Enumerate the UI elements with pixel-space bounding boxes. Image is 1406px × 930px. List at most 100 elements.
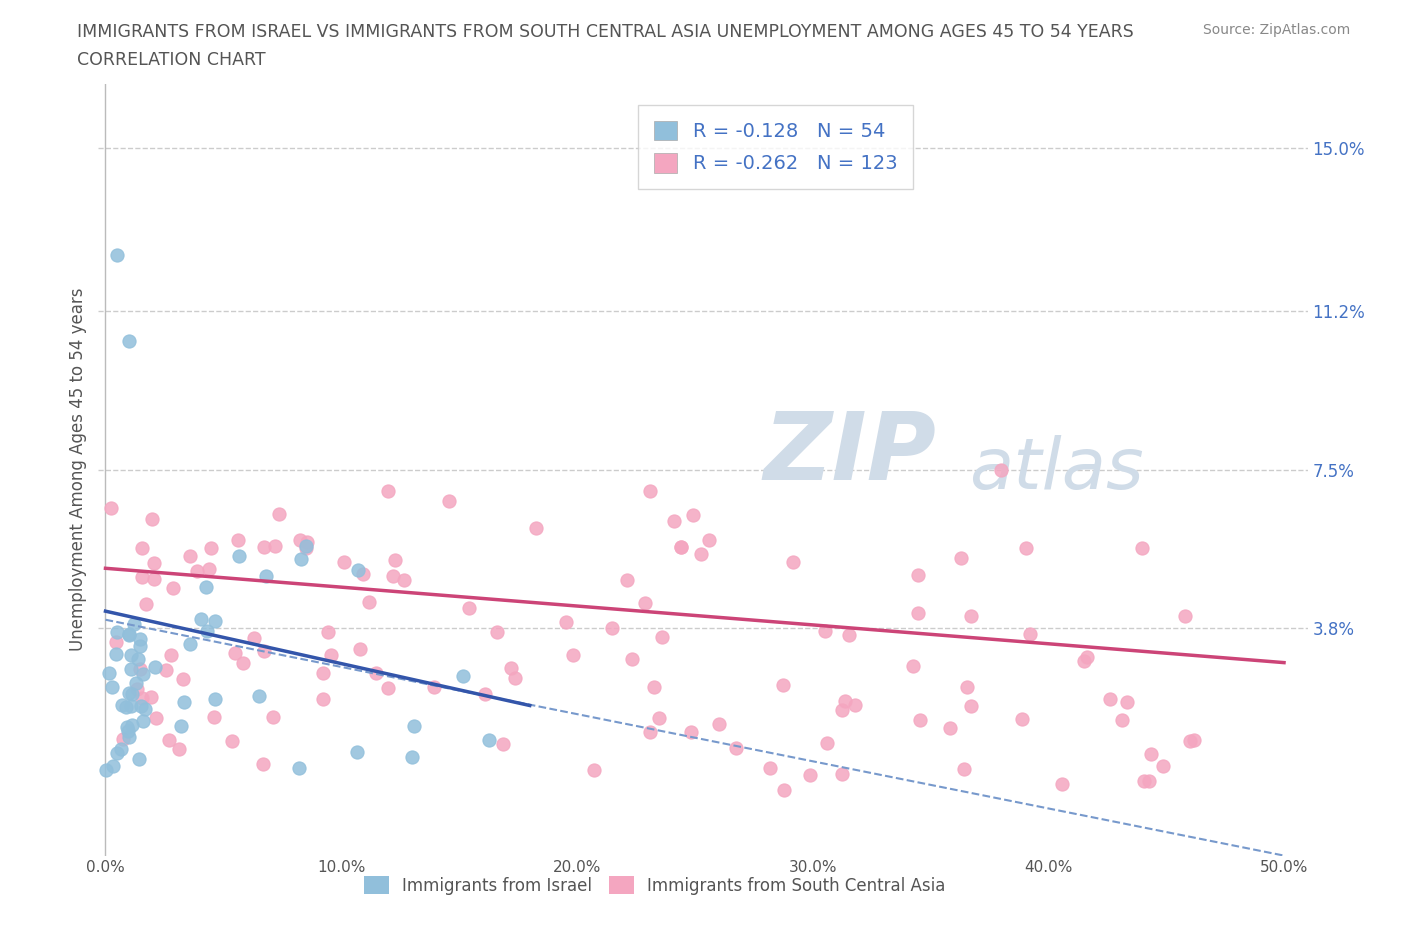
Point	[486, 625, 509, 640]
Point	[1099, 691, 1122, 706]
Point	[620, 652, 643, 667]
Point	[382, 568, 405, 583]
Point	[689, 547, 711, 562]
Point	[346, 745, 368, 760]
Point	[254, 569, 277, 584]
Point	[129, 661, 152, 676]
Point	[128, 751, 150, 766]
Point	[453, 669, 475, 684]
Point	[583, 762, 606, 777]
Point	[98, 666, 121, 681]
Point	[195, 580, 218, 595]
Point	[232, 656, 254, 671]
Point	[131, 540, 153, 555]
Point	[1015, 540, 1038, 555]
Y-axis label: Unemployment Among Ages 45 to 54 years: Unemployment Among Ages 45 to 54 years	[69, 288, 87, 651]
Point	[295, 538, 318, 553]
Point	[956, 680, 979, 695]
Point	[100, 500, 122, 515]
Point	[492, 737, 515, 751]
Point	[949, 551, 972, 565]
Point	[772, 678, 794, 693]
Point	[554, 615, 576, 630]
Point	[319, 647, 342, 662]
Point	[131, 690, 153, 705]
Point	[179, 637, 201, 652]
Point	[224, 645, 246, 660]
Point	[401, 750, 423, 764]
Point	[117, 628, 139, 643]
Point	[200, 540, 222, 555]
Point	[195, 623, 218, 638]
Text: atlas: atlas	[969, 435, 1143, 504]
Point	[634, 596, 657, 611]
Point	[198, 562, 221, 577]
Point	[1133, 773, 1156, 788]
Point	[263, 538, 285, 553]
Point	[120, 661, 142, 676]
Point	[907, 567, 929, 582]
Point	[377, 680, 399, 695]
Point	[960, 698, 983, 713]
Point	[294, 540, 316, 555]
Point	[118, 334, 141, 349]
Point	[141, 689, 163, 704]
Point	[457, 601, 479, 616]
Point	[831, 702, 853, 717]
Point	[160, 647, 183, 662]
Point	[132, 666, 155, 681]
Point	[204, 614, 226, 629]
Point	[249, 689, 271, 704]
Point	[132, 713, 155, 728]
Point	[312, 691, 335, 706]
Point	[316, 624, 339, 639]
Point	[602, 621, 624, 636]
Point	[1011, 711, 1033, 726]
Point	[290, 532, 312, 547]
Point	[190, 612, 212, 627]
Point	[135, 596, 157, 611]
Point	[128, 638, 150, 653]
Point	[101, 679, 124, 694]
Point	[269, 507, 291, 522]
Point	[142, 555, 165, 570]
Point	[129, 699, 152, 714]
Point	[105, 625, 128, 640]
Point	[253, 539, 276, 554]
Point	[831, 766, 853, 781]
Point	[662, 513, 685, 528]
Point	[1178, 733, 1201, 748]
Point	[524, 521, 547, 536]
Point	[105, 247, 128, 262]
Text: IMMIGRANTS FROM ISRAEL VS IMMIGRANTS FROM SOUTH CENTRAL ASIA UNEMPLOYMENT AMONG : IMMIGRANTS FROM ISRAEL VS IMMIGRANTS FRO…	[77, 23, 1135, 41]
Point	[155, 662, 177, 677]
Point	[938, 721, 960, 736]
Point	[643, 680, 665, 695]
Point	[1052, 777, 1074, 791]
Point	[111, 698, 134, 712]
Point	[121, 686, 143, 701]
Point	[814, 624, 837, 639]
Point	[105, 646, 128, 661]
Point	[1140, 747, 1163, 762]
Point	[960, 608, 983, 623]
Point	[110, 742, 132, 757]
Point	[478, 733, 501, 748]
Point	[423, 679, 446, 694]
Point	[252, 757, 274, 772]
Text: ZIP: ZIP	[763, 408, 936, 500]
Point	[1111, 713, 1133, 728]
Point	[117, 724, 139, 738]
Point	[115, 719, 138, 734]
Point	[616, 572, 638, 587]
Point	[347, 563, 370, 578]
Point	[228, 549, 250, 564]
Point	[117, 730, 139, 745]
Point	[838, 627, 860, 642]
Point	[377, 484, 399, 498]
Point	[172, 671, 194, 686]
Point	[474, 686, 496, 701]
Point	[295, 535, 318, 550]
Point	[221, 734, 243, 749]
Point	[120, 698, 142, 713]
